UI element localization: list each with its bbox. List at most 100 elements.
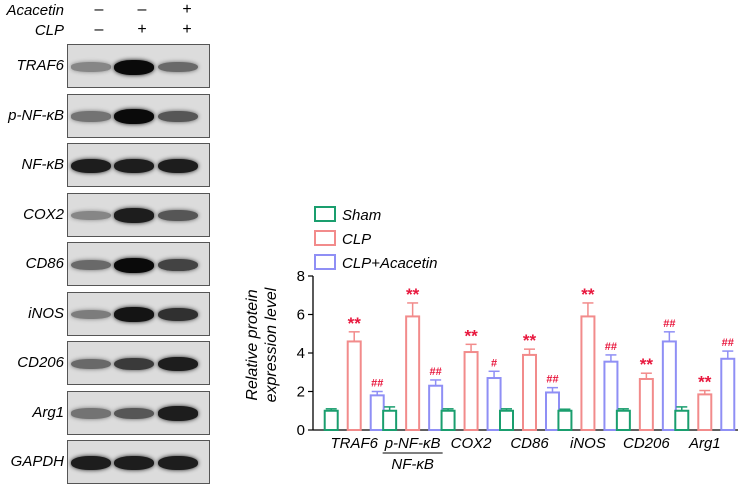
condition-sign: + <box>137 21 147 38</box>
blot-band <box>71 309 111 320</box>
x-tick-label: p-NF-κB <box>384 435 441 452</box>
legend-label: CLP <box>342 231 371 248</box>
y-tick-label: 0 <box>297 422 305 439</box>
significance-mark: ** <box>581 285 595 304</box>
significance-mark: ** <box>348 314 362 333</box>
y-axis-label: Relative protein <box>244 289 261 400</box>
blot-band <box>71 158 111 174</box>
y-tick-label: 6 <box>297 307 305 324</box>
blot-band <box>114 109 154 124</box>
blot-strip <box>67 291 210 336</box>
blot-row-label: TRAF6 <box>16 57 64 74</box>
blot-band <box>114 208 154 223</box>
blot-band <box>71 259 111 271</box>
bar <box>557 409 573 431</box>
blot-band <box>71 210 111 221</box>
x-tick-label: CD206 <box>623 435 670 452</box>
blot-band <box>114 307 154 322</box>
blot-band <box>158 258 198 272</box>
blot-row-label: COX2 <box>23 205 64 223</box>
bar <box>720 357 736 431</box>
blot-band <box>158 406 198 421</box>
blot-strip <box>67 242 210 286</box>
x-tick-label: TRAF6 <box>330 435 378 452</box>
significance-mark: ** <box>698 373 712 392</box>
blot-strip <box>67 440 210 484</box>
bar <box>580 315 596 431</box>
legend-swatch <box>314 206 336 222</box>
condition-label: Acacetin <box>6 2 64 19</box>
blot-row-label: CD86 <box>25 255 64 272</box>
blot-strip <box>67 341 210 385</box>
blot-strip <box>67 44 210 88</box>
x-tick-label: COX2 <box>451 435 493 452</box>
significance-mark: ## <box>605 341 617 353</box>
blot-band <box>71 358 111 370</box>
condition-sign: – <box>94 21 104 38</box>
bar <box>603 360 619 432</box>
y-tick-label: 2 <box>297 384 305 401</box>
blot-band <box>71 408 111 419</box>
blot-band <box>114 158 154 174</box>
x-tick-label-denominator: NF-κB <box>391 456 434 473</box>
bar <box>405 315 421 431</box>
legend-swatch <box>314 254 336 270</box>
y-tick-label: 8 <box>297 268 305 285</box>
blot-row-label: CD206 <box>17 354 64 371</box>
blot-band <box>71 111 111 122</box>
blot-strip <box>67 93 210 138</box>
bar <box>486 377 502 431</box>
condition-label: CLP <box>34 22 64 39</box>
significance-mark: ## <box>371 378 383 390</box>
blot-row-label: NF-κB <box>21 156 65 173</box>
blot-band <box>114 357 154 371</box>
significance-mark: ** <box>464 326 478 345</box>
condition-sign: – <box>137 1 147 18</box>
bar <box>463 351 479 432</box>
x-tick-label: iNOS <box>570 435 606 452</box>
significance-mark: ## <box>663 318 675 330</box>
bar <box>323 409 339 431</box>
y-tick-label: 4 <box>297 345 305 362</box>
significance-mark: ## <box>430 366 442 378</box>
condition-sign: – <box>94 1 104 18</box>
bar <box>346 340 362 432</box>
condition-sign: + <box>182 21 192 38</box>
legend-label: CLP+Acacetin <box>342 255 437 272</box>
significance-mark: ## <box>546 374 558 386</box>
bar <box>661 340 677 432</box>
significance-mark: # <box>491 357 497 369</box>
significance-mark: ** <box>640 355 654 374</box>
bar <box>522 353 537 431</box>
significance-mark: ## <box>722 337 734 349</box>
blot-band <box>114 59 154 75</box>
blot-band <box>71 455 111 471</box>
blot-band <box>158 307 198 322</box>
x-tick-label: Arg1 <box>688 435 721 452</box>
blot-row-label: p-NF-κB <box>8 106 64 124</box>
condition-sign: + <box>182 1 192 18</box>
bar <box>674 409 690 431</box>
blot-band <box>158 158 198 174</box>
bar <box>369 394 385 432</box>
x-tick-label: CD86 <box>510 435 549 452</box>
bar <box>697 393 713 432</box>
bar <box>499 409 514 431</box>
blot-band <box>158 356 198 372</box>
blot-band <box>158 61 198 73</box>
blot-strip <box>67 143 210 187</box>
bar <box>440 409 456 431</box>
legend-label: Sham <box>342 207 381 224</box>
blot-band <box>71 62 111 72</box>
blot-row-label: GAPDH <box>10 453 64 470</box>
blot-band <box>114 455 154 471</box>
blot-row-label: Arg1 <box>32 403 64 421</box>
bar <box>545 391 560 431</box>
blot-row-label: iNOS <box>28 304 64 322</box>
y-axis-label: expression level <box>263 287 280 402</box>
blot-band <box>114 407 154 420</box>
blot-band <box>158 110 198 123</box>
bar <box>638 377 654 431</box>
blot-band <box>158 455 198 471</box>
